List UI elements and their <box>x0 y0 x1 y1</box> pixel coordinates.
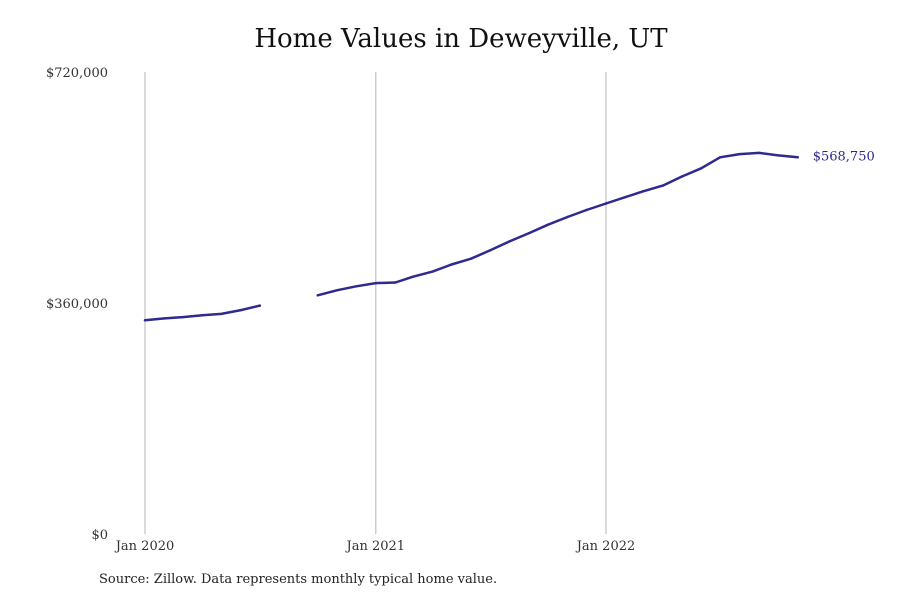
data-point <box>758 151 761 155</box>
series-layer <box>143 151 799 322</box>
data-point <box>777 154 780 157</box>
y-tick-label: $360,000 <box>46 297 108 312</box>
data-point <box>508 240 511 243</box>
data-point <box>469 257 473 260</box>
data-point <box>566 215 569 219</box>
data-point <box>394 281 397 284</box>
data-point <box>546 223 550 226</box>
data-point <box>163 317 166 320</box>
data-point <box>181 315 184 319</box>
grid-layer <box>144 72 607 534</box>
end-label-layer: $568,750 <box>813 149 875 164</box>
y-axis-ticks: $0 $360,000 $720,000 <box>46 66 108 543</box>
data-point <box>239 308 243 312</box>
data-point <box>642 190 645 193</box>
data-point <box>355 285 358 288</box>
data-point <box>374 281 377 285</box>
data-point <box>411 275 415 278</box>
end-value-label: $568,750 <box>813 149 875 164</box>
series-line <box>316 151 799 297</box>
x-tick-label: Jan 2021 <box>345 539 406 554</box>
data-point <box>585 208 588 212</box>
data-point <box>738 152 741 156</box>
data-point <box>796 156 799 159</box>
series-line <box>143 304 262 322</box>
data-point <box>201 314 204 317</box>
data-point <box>604 202 608 205</box>
data-point <box>450 263 453 266</box>
data-point <box>680 175 683 178</box>
data-point <box>336 289 339 292</box>
data-point <box>624 195 627 199</box>
y-tick-label: $0 <box>91 528 108 543</box>
data-point <box>700 167 703 170</box>
x-axis-ticks: Jan 2020 Jan 2021 Jan 2022 <box>114 539 636 554</box>
data-point <box>258 304 261 307</box>
chart-title: Home Values in Deweyville, UT <box>254 24 668 54</box>
x-tick-label: Jan 2022 <box>575 539 636 554</box>
data-point <box>718 156 722 159</box>
data-point <box>488 249 492 252</box>
source-note: Source: Zillow. Data represents monthly … <box>99 572 498 587</box>
data-point <box>661 184 664 187</box>
data-point <box>527 231 531 235</box>
y-tick-label: $720,000 <box>46 66 108 81</box>
data-point <box>431 270 434 273</box>
x-tick-label: Jan 2020 <box>114 539 175 554</box>
data-point <box>143 319 147 322</box>
data-point <box>220 312 223 316</box>
data-point <box>316 294 319 297</box>
